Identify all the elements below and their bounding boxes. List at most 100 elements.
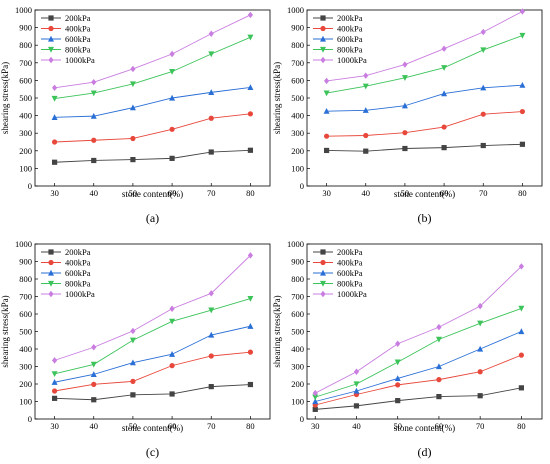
series-line-600kPa	[315, 331, 522, 402]
x-tick-label: 40	[90, 188, 99, 198]
data-point-600kPa	[51, 379, 58, 385]
legend-marker	[48, 25, 54, 32]
data-point-600kPa	[519, 81, 526, 88]
data-point-400kPa	[323, 133, 330, 139]
y-tick-label: 900	[19, 257, 32, 267]
data-point-1000kPa	[477, 302, 483, 310]
x-tick-label: 60	[435, 421, 444, 431]
data-point-800kPa	[480, 47, 487, 54]
data-point-800kPa	[129, 337, 136, 344]
series-line-1000kPa	[54, 14, 251, 89]
data-point-600kPa	[480, 84, 487, 91]
legend-marker	[48, 249, 54, 255]
data-point-200kPa	[480, 142, 486, 149]
data-point-600kPa	[362, 107, 369, 113]
data-point-200kPa	[395, 398, 401, 404]
data-point-800kPa	[169, 318, 176, 325]
data-point-400kPa	[91, 381, 97, 387]
data-point-400kPa	[130, 378, 136, 384]
data-point-1000kPa	[247, 252, 254, 259]
legend-marker	[320, 259, 326, 266]
legend-entry: 800kPa	[337, 45, 363, 55]
legend-entry: 200kPa	[337, 13, 363, 23]
y-tick-label: 600	[291, 75, 304, 85]
data-point-600kPa	[323, 108, 330, 114]
data-point-400kPa	[436, 377, 442, 383]
data-point-1000kPa	[51, 84, 58, 91]
data-point-200kPa	[91, 157, 97, 164]
data-point-600kPa	[129, 104, 136, 111]
data-point-400kPa	[169, 126, 175, 132]
data-point-600kPa	[90, 112, 97, 119]
y-tick-label: 100	[291, 163, 304, 173]
data-point-600kPa	[247, 84, 254, 91]
data-point-800kPa	[129, 81, 136, 88]
y-axis-label: shearing stress(kPa)	[272, 62, 282, 134]
x-axis-label: stone content(%)	[394, 423, 455, 433]
legend-entry: 600kPa	[337, 34, 363, 44]
x-tick-label: 60	[168, 421, 177, 431]
y-tick-label: 900	[291, 23, 304, 33]
data-point-800kPa	[362, 83, 369, 90]
data-point-200kPa	[247, 381, 254, 388]
data-point-400kPa	[51, 139, 58, 145]
data-point-200kPa	[51, 395, 58, 401]
x-tick-label: 60	[168, 188, 177, 198]
x-tick-label: 80	[518, 188, 527, 198]
series-line-200kPa	[54, 149, 251, 163]
legend-marker	[48, 56, 54, 64]
x-tick-label: 60	[440, 188, 449, 198]
data-point-400kPa	[402, 130, 408, 136]
data-point-400kPa	[247, 349, 254, 355]
legend-entry: 600kPa	[65, 34, 91, 44]
y-tick-label: 100	[291, 397, 304, 407]
x-tick-label: 30	[322, 188, 331, 198]
legend-marker	[320, 290, 326, 298]
series-line-800kPa	[54, 36, 251, 99]
data-point-800kPa	[247, 296, 254, 302]
y-tick-label: 500	[19, 327, 32, 337]
data-point-600kPa	[90, 371, 97, 377]
y-tick-label: 1000	[287, 239, 304, 249]
data-point-800kPa	[394, 359, 401, 366]
data-point-1000kPa	[247, 11, 254, 19]
y-tick-label: 0	[28, 181, 32, 191]
x-tick-label: 50	[129, 421, 138, 431]
x-tick-label: 80	[517, 421, 526, 431]
data-point-600kPa	[353, 387, 360, 394]
data-point-1000kPa	[51, 357, 58, 364]
y-tick-label: 700	[291, 58, 304, 68]
series-line-400kPa	[54, 113, 251, 143]
y-tick-label: 600	[19, 309, 32, 319]
legend-entry: 400kPa	[337, 258, 363, 268]
data-point-200kPa	[130, 157, 136, 163]
x-tick-label: 50	[129, 188, 138, 198]
panel-label: (a)	[146, 211, 159, 225]
data-point-400kPa	[91, 137, 97, 143]
y-tick-label: 1000	[287, 5, 304, 15]
y-tick-label: 600	[291, 309, 304, 319]
data-point-800kPa	[208, 51, 215, 58]
legend-marker	[48, 280, 54, 287]
data-point-400kPa	[519, 108, 526, 115]
data-point-200kPa	[169, 155, 175, 161]
series-line-800kPa	[315, 307, 522, 398]
x-tick-label: 80	[246, 188, 255, 198]
data-point-800kPa	[401, 75, 408, 81]
data-point-1000kPa	[518, 263, 524, 270]
y-tick-label: 700	[19, 58, 32, 68]
data-point-600kPa	[518, 328, 525, 335]
y-tick-label: 1000	[15, 5, 32, 15]
legend-marker	[48, 15, 54, 21]
y-tick-label: 900	[19, 23, 32, 33]
data-point-1000kPa	[130, 65, 136, 73]
y-tick-label: 200	[291, 146, 304, 156]
data-point-800kPa	[353, 381, 360, 388]
data-point-600kPa	[435, 363, 442, 370]
legend-entry: 1000kPa	[337, 289, 367, 299]
legend-marker	[320, 35, 326, 42]
x-tick-label: 70	[207, 421, 216, 431]
data-point-600kPa	[208, 89, 215, 95]
x-tick-label: 40	[352, 421, 361, 431]
legend-marker	[48, 290, 54, 298]
